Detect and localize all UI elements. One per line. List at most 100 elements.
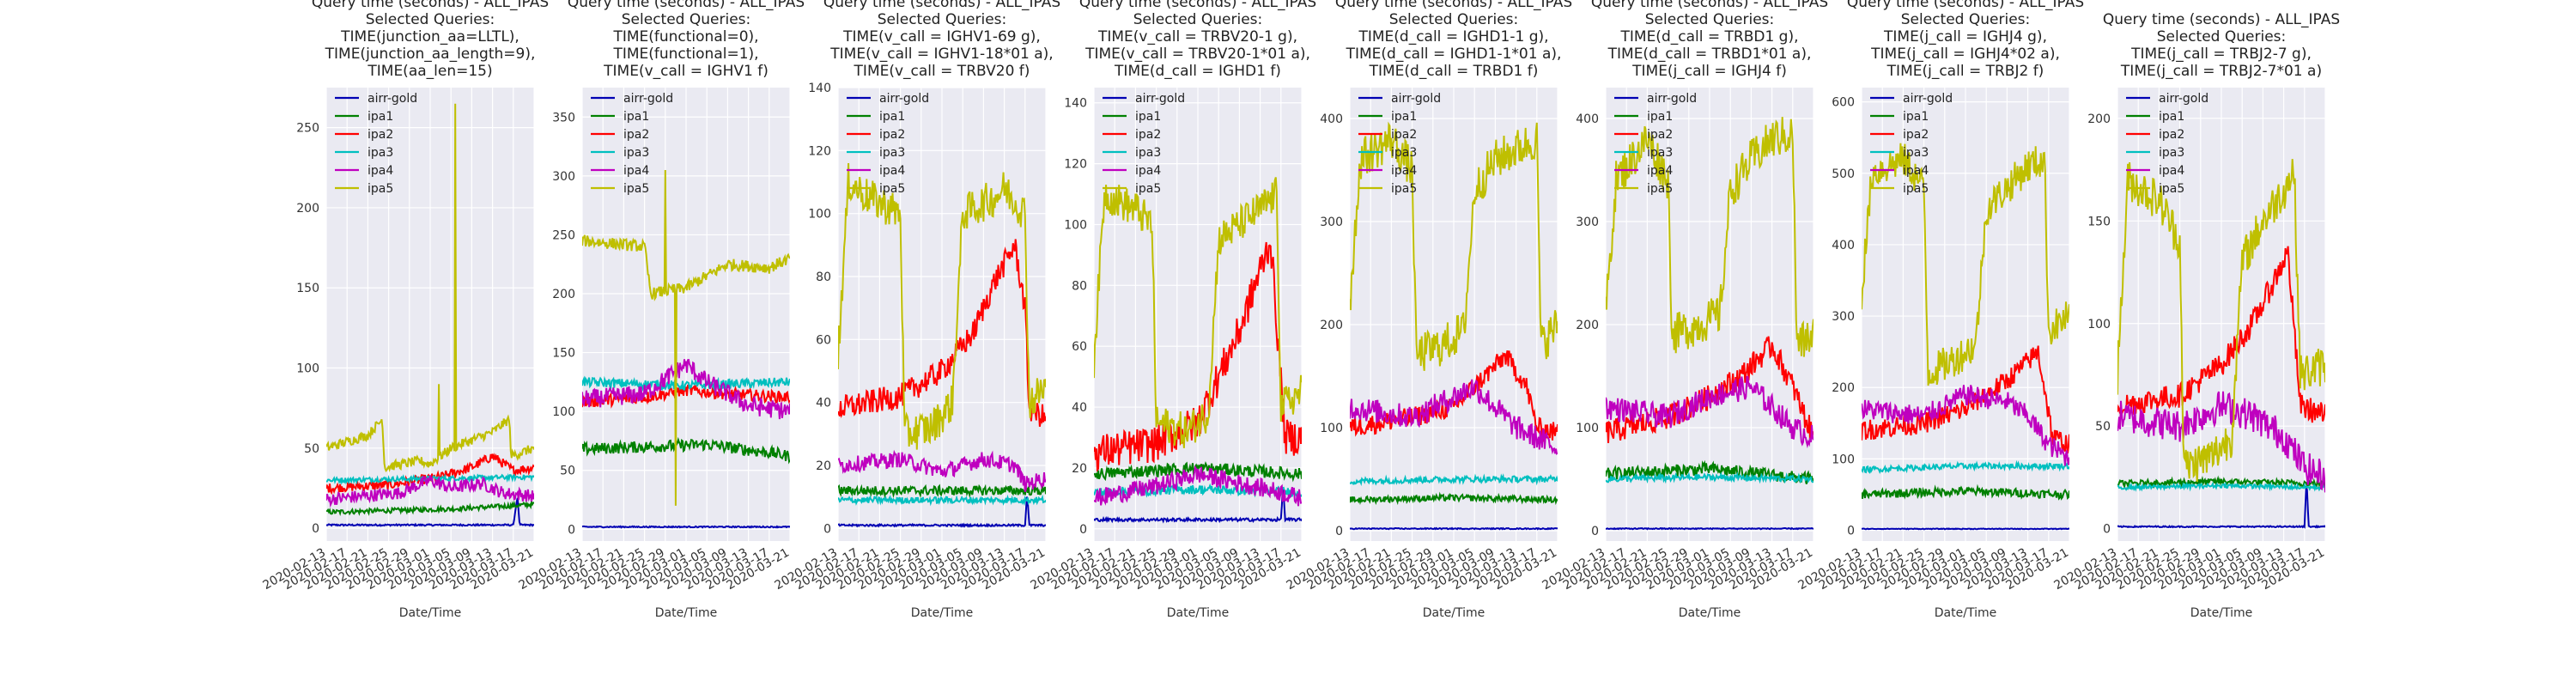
y-tick-label: 0 (2103, 523, 2111, 537)
y-tick-label: 300 (1576, 216, 1599, 229)
series-line-ipa4 (1606, 375, 1814, 449)
chart-title-line: TIME(j_call = IGHJ4*02 a), (1870, 46, 2060, 63)
x-axis-label: Date/Time (655, 606, 717, 620)
chart-title-line: Selected Queries: (878, 11, 1006, 28)
series-line-ipa1 (1094, 461, 1302, 483)
chart-panel-1: Query time (seconds) - ALL_IPASSelected … (261, 0, 550, 620)
series-line-ipa1 (838, 483, 1046, 499)
legend-label: ipa3 (368, 146, 393, 160)
legend-label: ipa5 (1391, 182, 1417, 196)
series-line-ipa1 (1862, 483, 2069, 501)
y-tick-label: 0 (1335, 525, 1343, 538)
chart-panel-6: Query time (seconds) - ALL_IPASSelected … (1540, 0, 1829, 620)
series-line-ipa4 (838, 449, 1046, 493)
y-tick-label: 150 (552, 347, 575, 361)
legend-label: ipa2 (1391, 128, 1417, 142)
y-tick-label: 60 (816, 333, 831, 347)
series-line-ipa5 (582, 169, 790, 506)
legend-label: airr-gold (368, 92, 417, 106)
legend-label: ipa4 (1391, 164, 1417, 178)
y-tick-label: 100 (808, 208, 831, 222)
series-line-ipa2 (1862, 345, 2069, 454)
legend-label: airr-gold (623, 92, 673, 106)
chart-title-line: Selected Queries: (2157, 28, 2286, 46)
series-line-airr-gold (326, 497, 534, 527)
series-line-ipa3 (1606, 471, 1814, 484)
y-tick-label: 80 (816, 271, 831, 284)
chart-title-line: TIME(d_call = IGHD1-1*01 a), (1346, 46, 1562, 63)
legend-label: ipa1 (1135, 110, 1161, 124)
legend-label: ipa3 (1391, 146, 1417, 160)
chart-title-line: Query time (seconds) - ALL_IPAS (312, 0, 549, 11)
legend-label: ipa4 (623, 164, 649, 178)
legend-label: airr-gold (879, 92, 929, 106)
series-line-ipa1 (1350, 491, 1558, 506)
chart-title-line: TIME(j_call = TRBJ2-7 g), (2130, 46, 2312, 63)
y-tick-label: 0 (1847, 525, 1855, 538)
legend-label: ipa1 (1903, 110, 1929, 124)
legend-label: ipa1 (1391, 110, 1417, 124)
series-line-ipa1 (582, 436, 790, 465)
chart-title-line: Query time (seconds) - ALL_IPAS (2103, 11, 2340, 28)
chart-title-line: TIME(j_call = TRBJ2-7*01 a) (2120, 63, 2322, 80)
y-tick-label: 150 (2087, 215, 2111, 228)
y-tick-label: 50 (304, 442, 319, 456)
y-tick-label: 140 (808, 82, 831, 95)
y-tick-label: 120 (1064, 158, 1087, 172)
series-line-ipa2 (2117, 246, 2325, 423)
series-line-ipa5 (2117, 159, 2325, 483)
legend: airr-gold ipa1 ipa2 ipa3 ipa4 ipa5 (1870, 92, 1953, 196)
y-tick-label: 40 (816, 397, 831, 410)
series-line-ipa3 (582, 375, 790, 392)
y-tick-label: 350 (552, 111, 575, 125)
chart-title-line: TIME(v_call = TRBV20-1*01 a), (1084, 46, 1310, 63)
series-line-ipa4 (326, 475, 534, 508)
x-axis-label: Date/Time (1935, 606, 1996, 620)
x-axis-label: Date/Time (399, 606, 461, 620)
y-tick-label: 200 (1576, 319, 1599, 332)
legend-label: ipa5 (1135, 182, 1161, 196)
chart-title-line: TIME(v_call = IGHV1-69 g), (842, 28, 1041, 46)
chart-title-line: Selected Queries: (1389, 11, 1518, 28)
legend-label: airr-gold (1391, 92, 1441, 106)
legend-label: ipa4 (1135, 164, 1161, 178)
y-tick-label: 0 (1079, 523, 1087, 537)
legend-label: ipa1 (368, 110, 393, 124)
series-line-ipa5 (1350, 121, 1558, 371)
y-tick-label: 40 (1072, 401, 1087, 415)
legend-label: ipa3 (2159, 146, 2184, 160)
legend-label: ipa5 (2159, 182, 2184, 196)
y-tick-label: 300 (1320, 216, 1343, 229)
legend-label: ipa4 (368, 164, 393, 178)
y-tick-label: 80 (1072, 279, 1087, 293)
series-line-ipa1 (326, 499, 534, 517)
legend: airr-gold ipa1 ipa2 ipa3 ipa4 ipa5 (335, 92, 417, 196)
chart-title-line: TIME(j_call = IGHJ4 g), (1883, 28, 2047, 46)
y-tick-label: 100 (2087, 318, 2111, 331)
series-line-ipa2 (1350, 350, 1558, 442)
legend-label: ipa4 (2159, 164, 2184, 178)
series-line-ipa4 (2117, 391, 2325, 493)
chart-panel-7: Query time (seconds) - ALL_IPASSelected … (1796, 0, 2085, 620)
legend-label: ipa3 (1135, 146, 1161, 160)
chart-title-line: TIME(d_call = IGHD1-1 g), (1358, 28, 1548, 46)
legend: airr-gold ipa1 ipa2 ipa3 ipa4 ipa5 (591, 92, 673, 196)
x-axis-label: Date/Time (911, 606, 973, 620)
chart-title-line: Selected Queries: (1645, 11, 1774, 28)
series-line-airr-gold (1350, 526, 1558, 531)
legend-label: ipa5 (1903, 182, 1929, 196)
y-tick-label: 100 (1832, 453, 1855, 466)
legend-label: ipa5 (368, 182, 393, 196)
legend-label: ipa2 (2159, 128, 2184, 142)
legend-label: airr-gold (1903, 92, 1953, 106)
legend: airr-gold ipa1 ipa2 ipa3 ipa4 ipa5 (1358, 92, 1441, 196)
y-tick-label: 50 (560, 465, 575, 478)
legend: airr-gold ipa1 ipa2 ipa3 ipa4 ipa5 (1103, 92, 1185, 196)
x-axis-label: Date/Time (1423, 606, 1485, 620)
chart-title-line: Query time (seconds) - ALL_IPAS (1591, 0, 1828, 11)
chart-title-line: TIME(j_call = IGHJ4 f) (1631, 63, 1787, 80)
chart-title-line: Selected Queries: (622, 11, 750, 28)
chart-title-line: Query time (seconds) - ALL_IPAS (1335, 0, 1572, 11)
chart-panel-3: Query time (seconds) - ALL_IPASSelected … (773, 0, 1061, 620)
legend: airr-gold ipa1 ipa2 ipa3 ipa4 ipa5 (847, 92, 929, 196)
